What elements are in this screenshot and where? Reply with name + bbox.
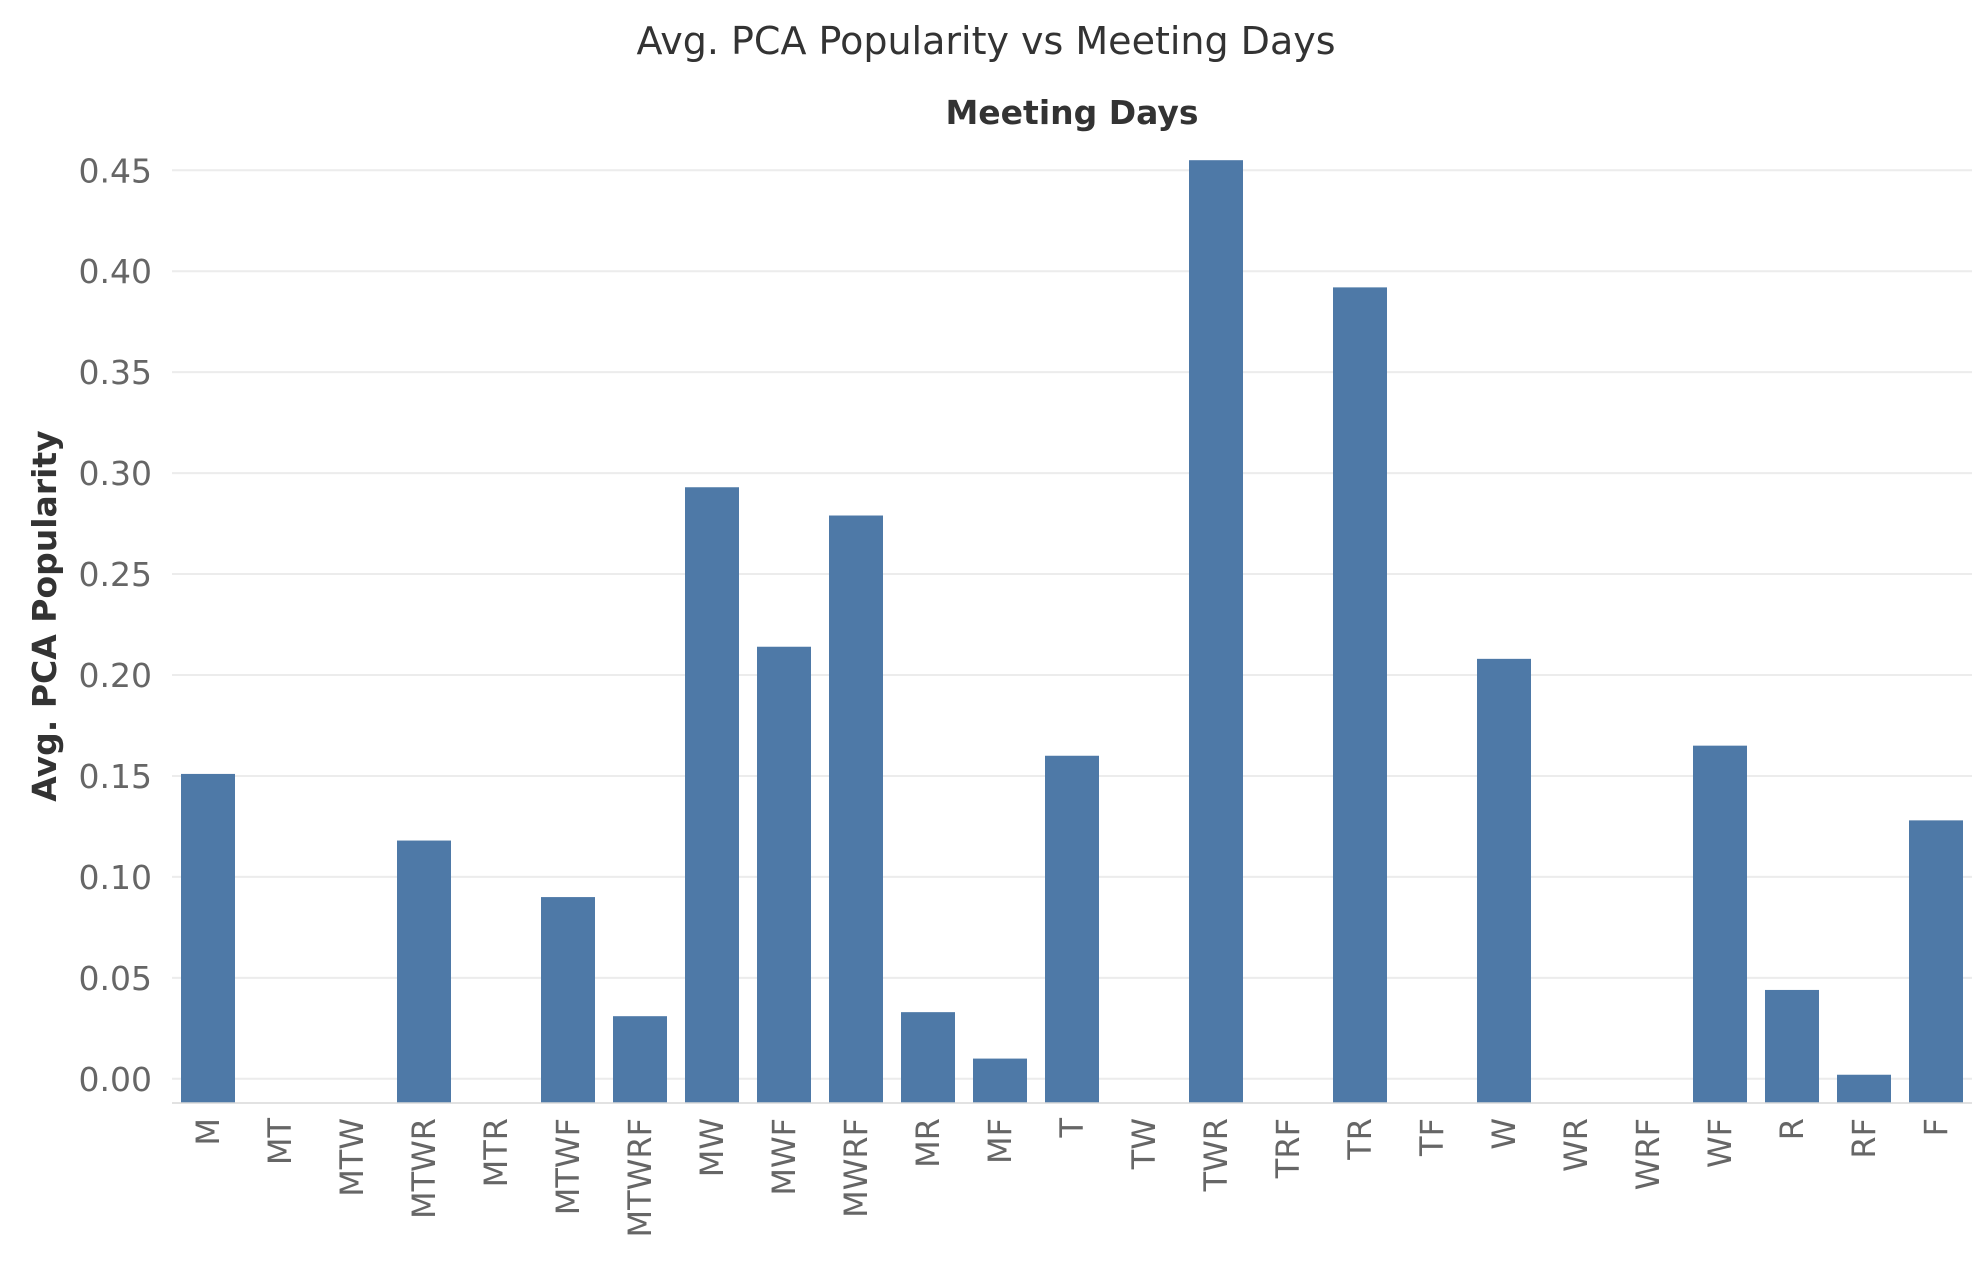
bar-m <box>181 773 235 1103</box>
x-tick-label: MTWRF <box>621 1118 659 1237</box>
bar-mtwr <box>397 840 451 1103</box>
x-tick-label: MT <box>261 1118 299 1166</box>
bar-mw <box>685 487 739 1104</box>
x-tick-label: WF <box>1701 1118 1739 1168</box>
x-tick-label: TF <box>1413 1118 1451 1157</box>
x-tick-label: MTWR <box>405 1118 443 1219</box>
bar-rf <box>1837 1074 1891 1103</box>
x-tick-label: MTR <box>477 1118 515 1187</box>
bar-mwrf <box>829 515 883 1103</box>
x-tick-label: T <box>1053 1118 1091 1139</box>
bar-f <box>1909 820 1963 1103</box>
x-tick-label: RF <box>1845 1118 1883 1159</box>
bar-mr <box>901 1012 955 1103</box>
bar-r <box>1765 989 1819 1103</box>
x-tick-label: R <box>1773 1118 1811 1140</box>
bar-mf <box>973 1058 1027 1103</box>
x-tick-label: MTWF <box>549 1118 587 1215</box>
bar-t <box>1045 755 1099 1103</box>
y-tick-label: 0.20 <box>79 656 152 695</box>
x-tick-label: WR <box>1557 1118 1595 1172</box>
x-tick-label: MWRF <box>837 1118 875 1218</box>
y-axis-ticks: 0.45 0.40 0.35 0.30 0.25 0.20 0.15 0.10 0.05 0.00 <box>79 151 152 1098</box>
x-axis-ticks: M MT MTW MTWR MTR MTWF MTWRF MW MWF MWRF MR MF T TW TW… <box>189 1118 1955 1238</box>
x-tick-label: TWR <box>1197 1118 1235 1192</box>
chart-title: Avg. PCA Popularity vs Meeting Days <box>636 19 1335 63</box>
y-tick-label: 0.10 <box>79 858 152 897</box>
x-tick-label: MTW <box>333 1118 371 1197</box>
y-axis-title: Avg. PCA Popularity <box>25 430 64 801</box>
bars <box>181 160 1963 1104</box>
x-tick-label: MR <box>909 1118 947 1168</box>
y-tick-label: 0.30 <box>79 454 152 493</box>
y-tick-label: 0.40 <box>79 252 152 291</box>
bar-mtwf <box>541 897 595 1103</box>
x-tick-label: MF <box>981 1118 1019 1164</box>
bar-tr <box>1333 287 1387 1104</box>
bar-mtwrf <box>613 1016 667 1103</box>
x-tick-label: TR <box>1341 1118 1379 1161</box>
bar-w <box>1477 658 1531 1103</box>
y-tick-label: 0.45 <box>79 151 152 190</box>
column-header: Meeting Days <box>945 93 1198 132</box>
y-tick-label: 0.35 <box>79 353 152 392</box>
y-tick-label: 0.00 <box>79 1060 152 1099</box>
y-tick-label: 0.15 <box>79 757 152 796</box>
y-tick-label: 0.25 <box>79 555 152 594</box>
x-tick-label: WRF <box>1629 1118 1667 1190</box>
x-tick-label: TW <box>1125 1118 1163 1170</box>
x-tick-label: W <box>1485 1118 1523 1150</box>
x-tick-label: MW <box>693 1118 731 1177</box>
x-tick-label: TRF <box>1269 1118 1307 1179</box>
y-tick-label: 0.05 <box>79 959 152 998</box>
x-tick-label: M <box>189 1118 227 1146</box>
bar-twr <box>1189 160 1243 1104</box>
x-tick-label: MWF <box>765 1118 803 1196</box>
bar-wf <box>1693 745 1747 1103</box>
bar-mwf <box>757 646 811 1103</box>
x-tick-label: F <box>1917 1118 1955 1136</box>
